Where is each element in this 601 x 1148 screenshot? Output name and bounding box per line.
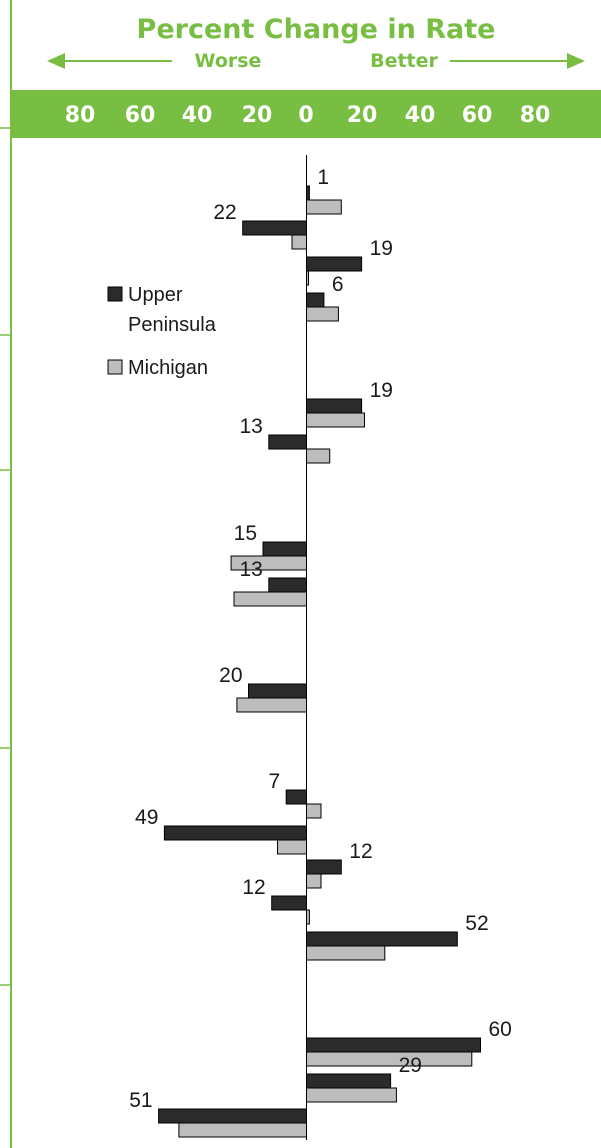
worse-arrow — [47, 53, 172, 69]
legend-label-michigan: Michigan — [128, 357, 208, 379]
bar-michigan — [306, 448, 331, 464]
data-label: 19 — [370, 237, 393, 260]
bar-michigan — [306, 306, 339, 322]
data-label: 6 — [332, 273, 344, 296]
data-label: 52 — [465, 912, 488, 935]
bar-upper-peninsula — [306, 292, 325, 308]
data-label: 13 — [239, 558, 262, 581]
bar-upper-peninsula — [248, 683, 307, 699]
bar-upper-peninsula — [306, 256, 363, 272]
legend: Upper Peninsula Michigan — [107, 284, 217, 379]
bar-upper-peninsula — [306, 185, 310, 201]
worse-label: Worse — [195, 50, 262, 72]
bar-upper-peninsula — [306, 859, 342, 875]
bar-upper-peninsula — [158, 1108, 307, 1124]
data-label: 22 — [213, 201, 236, 224]
bar-michigan — [291, 234, 307, 250]
tick-label: 60 — [125, 103, 156, 128]
tick-label: 20 — [347, 103, 378, 128]
bar-michigan — [230, 555, 308, 571]
bar-upper-peninsula — [268, 434, 307, 450]
bar-michigan — [306, 1087, 397, 1103]
legend-swatch-michigan — [107, 359, 123, 375]
data-label: 12 — [349, 840, 372, 863]
data-label: 19 — [370, 379, 393, 402]
bar-upper-peninsula — [271, 895, 308, 911]
tick-label: 20 — [242, 103, 273, 128]
bar-michigan — [236, 697, 307, 713]
left-frame — [0, 0, 12, 1148]
bar-upper-peninsula — [268, 577, 307, 593]
bar-michigan — [306, 412, 365, 428]
data-labels: 1 22 19 6 19 13 15 13 20 7 49 12 12 52 60 29 51 — [129, 166, 512, 1112]
bar-michigan — [233, 591, 307, 607]
bar-michigan — [306, 945, 386, 961]
bar-upper-peninsula — [262, 541, 307, 557]
tick-label: 60 — [462, 103, 493, 128]
bar-michigan — [306, 909, 310, 925]
better-arrow — [450, 53, 585, 69]
bar-michigan — [178, 1122, 307, 1138]
tick-label: 40 — [405, 103, 436, 128]
data-label: 20 — [219, 664, 242, 687]
data-label: 15 — [234, 522, 257, 545]
bar-upper-peninsula — [163, 825, 307, 841]
bar-upper-peninsula — [306, 1073, 392, 1089]
axis-band — [11, 90, 601, 138]
data-label: 7 — [269, 770, 281, 793]
tick-label: 0 — [298, 103, 313, 128]
bars — [158, 185, 481, 1138]
better-label: Better — [370, 50, 438, 72]
data-label: 49 — [135, 806, 158, 829]
bar-upper-peninsula — [306, 398, 363, 414]
bar-michigan — [306, 270, 309, 286]
legend-label-upper-line1: Upper — [128, 284, 183, 306]
legend-label-upper-line2: Peninsula — [128, 314, 217, 336]
bar-michigan — [277, 839, 307, 855]
bar-upper-peninsula — [242, 220, 307, 236]
legend-swatch-upper-peninsula — [107, 286, 123, 302]
data-label: 12 — [242, 876, 265, 899]
bar-michigan — [306, 199, 342, 215]
tick-labels: 80 60 40 20 0 20 40 60 80 — [65, 103, 551, 128]
bar-michigan — [306, 873, 322, 889]
data-label: 13 — [239, 415, 262, 438]
tick-label: 40 — [182, 103, 213, 128]
chart-title: Percent Change in Rate — [137, 14, 496, 45]
tick-label: 80 — [520, 103, 551, 128]
bar-upper-peninsula — [306, 931, 458, 947]
data-label: 29 — [399, 1054, 422, 1077]
data-label: 60 — [489, 1018, 512, 1041]
data-label: 1 — [317, 166, 329, 189]
data-label: 51 — [129, 1089, 152, 1112]
bar-upper-peninsula — [306, 1037, 481, 1053]
bar-michigan — [306, 803, 322, 819]
bar-upper-peninsula — [285, 789, 308, 805]
bar-michigan — [306, 1051, 473, 1067]
tick-label: 80 — [65, 103, 96, 128]
